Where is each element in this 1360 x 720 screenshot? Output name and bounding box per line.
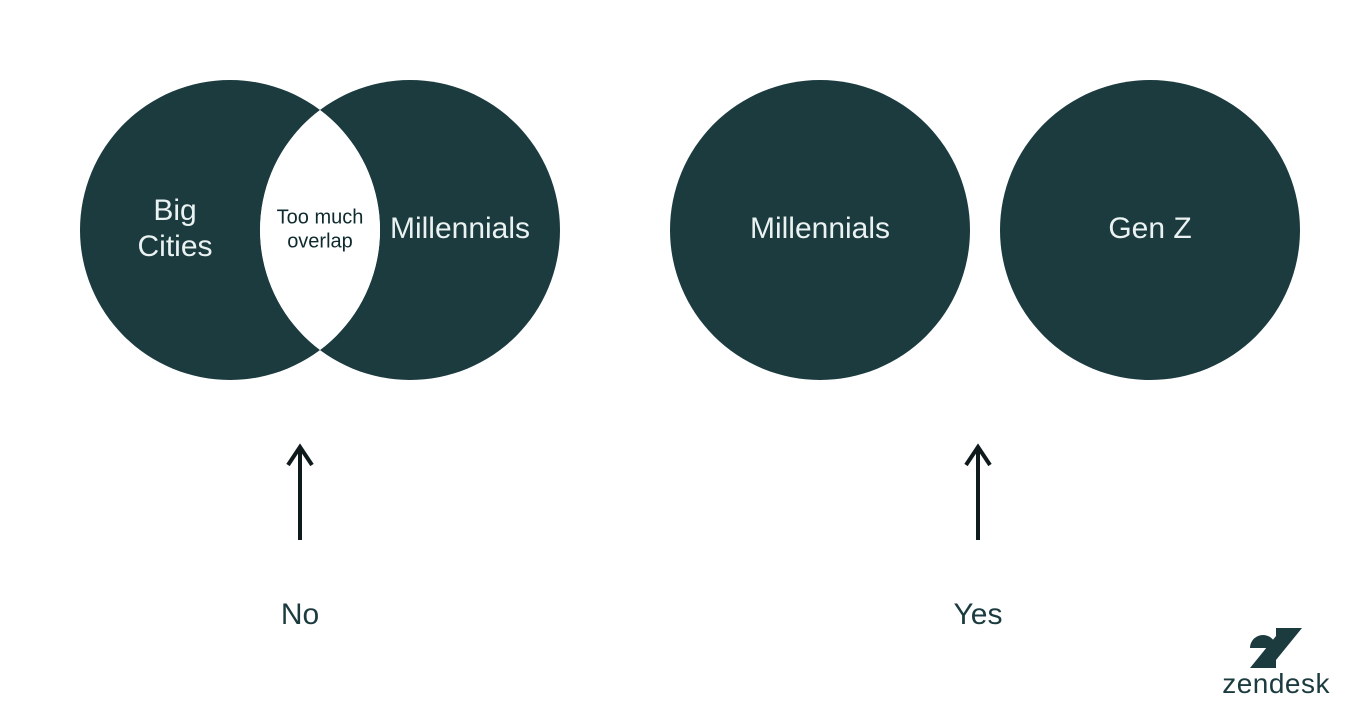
arrow-right <box>948 435 1008 555</box>
brand-name: zendesk <box>1222 668 1330 700</box>
venn-right: Millennials Gen Z <box>640 50 1340 450</box>
zendesk-icon <box>1250 628 1302 668</box>
venn-left-overlap-label-line2: overlap <box>287 230 353 252</box>
venn-left: Big Cities Millennials Too much overlap <box>40 50 600 450</box>
venn-left-label-b: Millennials <box>390 212 530 245</box>
caption-no: No <box>281 598 319 632</box>
caption-yes: Yes <box>954 598 1003 632</box>
venn-left-label-a: Big <box>153 194 196 227</box>
arrow-left <box>270 435 330 555</box>
venn-right-label-b: Gen Z <box>1108 212 1191 245</box>
venn-right-label-a: Millennials <box>750 212 890 245</box>
venn-left-label-a-line2: Cities <box>137 230 212 263</box>
brand-logo: zendesk <box>1222 628 1330 700</box>
venn-left-overlap-label: Too much <box>277 206 364 228</box>
diagram-stage: Big Cities Millennials Too much overlap … <box>0 0 1360 720</box>
